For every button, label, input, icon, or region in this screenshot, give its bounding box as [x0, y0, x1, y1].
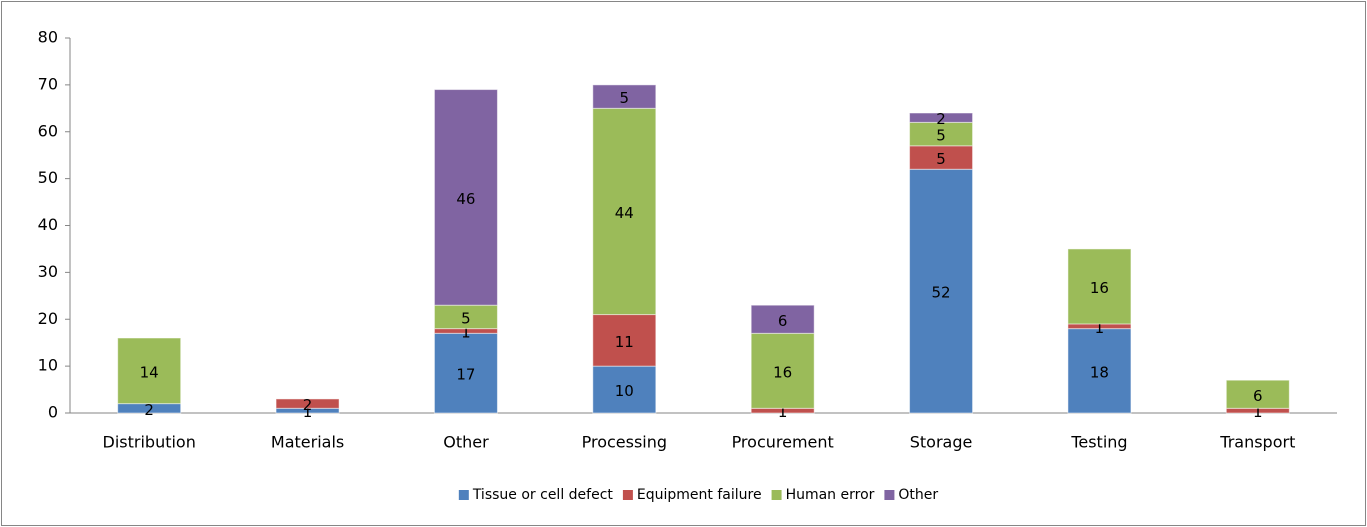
- y-tick-label: 30: [38, 262, 58, 281]
- data-label: 1: [1095, 319, 1105, 337]
- bar-segment: [1067, 248, 1132, 325]
- legend-swatch: [458, 490, 469, 500]
- data-label: 16: [1090, 279, 1109, 297]
- data-label: 5: [620, 89, 630, 107]
- x-tick-label: Materials: [271, 433, 344, 452]
- x-tick-label: Other: [443, 433, 489, 452]
- data-label: 2: [936, 110, 946, 128]
- bar-segment: [750, 304, 815, 334]
- bar-segment: [592, 365, 657, 414]
- y-tick-label: 0: [48, 403, 58, 422]
- legend-label: Other: [898, 487, 938, 503]
- x-tick-label: Processing: [582, 433, 667, 452]
- data-label: 2: [303, 396, 313, 414]
- bar-segment: [909, 112, 974, 123]
- bar-segment: [433, 89, 498, 306]
- data-label: 14: [140, 363, 159, 381]
- legend-label: Equipment failure: [637, 487, 762, 503]
- legend-swatch: [884, 490, 895, 500]
- legend-swatch: [771, 490, 782, 500]
- x-tick-label: Transport: [1219, 433, 1295, 452]
- data-label: 16: [773, 363, 792, 381]
- bar-segment: [1225, 379, 1290, 409]
- data-label: 44: [615, 204, 634, 222]
- data-label: 1: [303, 403, 313, 421]
- x-tick-label: Procurement: [732, 433, 834, 452]
- bar-segment: [1067, 328, 1132, 414]
- data-label: 1: [461, 323, 471, 341]
- bar-segment: [117, 337, 182, 405]
- legend-swatch: [622, 490, 633, 500]
- bar-segment: [750, 332, 815, 409]
- y-tick-label: 70: [38, 74, 58, 93]
- data-label: 5: [936, 127, 946, 145]
- data-label: 6: [1253, 387, 1263, 405]
- y-tick-label: 60: [38, 121, 58, 140]
- y-tick-label: 10: [38, 356, 58, 375]
- bar-segment: [909, 168, 974, 414]
- bar-segment: [433, 332, 498, 414]
- y-tick-label: 40: [38, 215, 58, 234]
- y-tick-label: 50: [38, 168, 58, 187]
- bar-segment: [592, 107, 657, 316]
- data-label: 1: [778, 403, 788, 421]
- bar-segment: [592, 314, 657, 367]
- legend-label: Tissue or cell defect: [472, 487, 614, 503]
- data-label: 5: [936, 150, 946, 168]
- bar-segment: [592, 84, 657, 109]
- x-tick-label: Storage: [910, 433, 973, 452]
- data-label: 18: [1090, 363, 1109, 381]
- data-label: 1: [1253, 403, 1263, 421]
- data-label: 52: [932, 284, 951, 302]
- data-label: 2: [144, 401, 154, 419]
- data-label: 11: [615, 333, 634, 351]
- data-label: 46: [456, 190, 475, 208]
- legend-label: Human error: [786, 487, 875, 503]
- y-tick-label: 80: [38, 28, 58, 47]
- bar-segment: [275, 398, 340, 409]
- data-label: 10: [615, 382, 634, 400]
- x-tick-label: Distribution: [103, 433, 196, 452]
- data-label: 5: [461, 309, 471, 327]
- y-tick-label: 20: [38, 309, 58, 328]
- data-label: 17: [456, 366, 475, 384]
- x-tick-label: Testing: [1070, 433, 1127, 452]
- data-label: 6: [778, 312, 788, 330]
